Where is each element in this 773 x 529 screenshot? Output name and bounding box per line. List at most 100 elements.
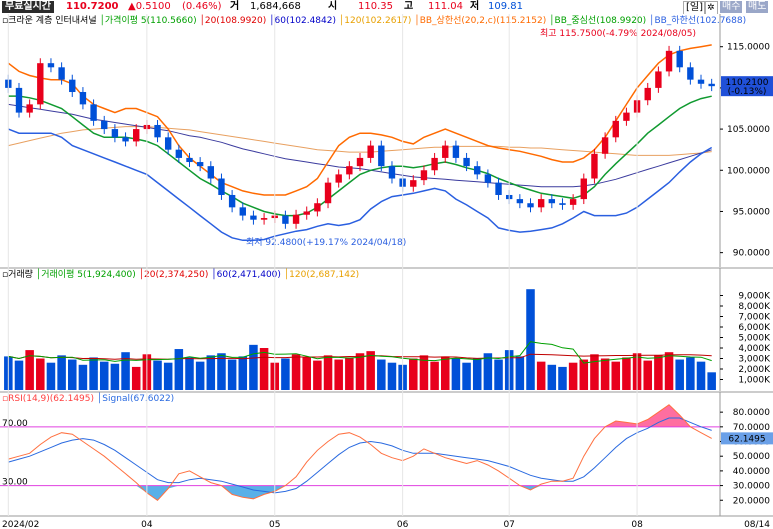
volume-legend-item: │120(2,687,142) [281, 268, 359, 280]
candle [164, 137, 172, 150]
volume-bar [195, 361, 205, 390]
candle [292, 214, 300, 224]
price-legend-item: │20(108.9920) [197, 14, 267, 26]
x-axis-date-label: 08/14 [744, 520, 770, 529]
volume-bar [185, 357, 194, 390]
candle [591, 153, 598, 179]
volume-tick-label: 8,000K [738, 302, 771, 312]
candle [612, 120, 619, 138]
x-tick-label: 06 [397, 520, 409, 529]
rsi-panel: 20.000030.000040.000050.000060.000070.00… [0, 391, 773, 516]
x-tick-label: 04 [141, 520, 153, 529]
volume-panel: 1,000K2,000K3,000K4,000K5,000K6,000K7,00… [0, 267, 773, 391]
rsi-level-label: 30.00 [2, 478, 28, 488]
bb-lower-line [8, 128, 713, 242]
volume-bar [345, 357, 354, 390]
candle [186, 157, 193, 163]
volume-bar [547, 364, 557, 390]
x-tick-label: 05 [269, 520, 280, 529]
candle [388, 166, 396, 179]
candle [47, 63, 55, 68]
candle [154, 124, 161, 138]
volume-bar [57, 355, 66, 390]
price-change-percent: (0.46%) [182, 1, 222, 12]
volume-bar [89, 357, 98, 390]
volume-bar [654, 355, 663, 390]
candle [314, 203, 321, 212]
volume-tick-label: 2,000K [738, 365, 771, 375]
volume-bar [419, 355, 429, 390]
rsi-line [8, 404, 712, 501]
candle [452, 145, 460, 158]
volume-bar [25, 350, 34, 390]
candle [378, 145, 385, 167]
rsi-overbought-fill [8, 404, 712, 427]
rsi-tick-label: 50.0000 [733, 452, 770, 462]
x-axis: 2024/02 04 05 06 07 08 08/14 [0, 14, 773, 529]
price-legend-item: │BB_상한선(20,2,c)(115.2152) [411, 14, 546, 26]
candle [101, 120, 108, 130]
volume-bar [110, 363, 120, 390]
volume-legend-item: │거래이평 5(1,924,400) [33, 268, 136, 280]
candle [601, 137, 609, 154]
volume-bar [334, 359, 343, 390]
open-label: 시 [328, 1, 338, 12]
price-tick-label: 100.0000 [727, 166, 770, 176]
rsi-tick-label: 20.0000 [733, 496, 770, 506]
candle [559, 203, 566, 205]
candle [580, 178, 587, 200]
candle [69, 79, 76, 93]
price-chart-title: ▫크라운 계층 인터내셔널 [2, 14, 97, 26]
quote-header-bar: 무료실시간 110.7200 ▲0.5100 (0.46%) 거 1,684,6… [0, 0, 773, 15]
volume-bar [313, 360, 322, 390]
volume-bar [377, 359, 386, 390]
volume-bar [131, 366, 141, 390]
volume-legend-item: │20(2,374,250) [136, 268, 209, 280]
candle [665, 50, 673, 72]
current-price: 110.7200 [66, 1, 119, 12]
candle [79, 92, 87, 105]
volume-bar [259, 348, 269, 390]
volume-bar [249, 344, 258, 390]
candle [15, 87, 23, 113]
volume-bar [387, 362, 397, 390]
current-price-box [721, 76, 773, 97]
candle [356, 157, 364, 167]
volume-bar [622, 357, 631, 390]
candle [175, 149, 183, 158]
volume-bar [281, 358, 290, 390]
volume-bar [558, 366, 567, 390]
volume-label: 거 [230, 1, 240, 12]
sell-button[interactable]: 매도 [746, 1, 769, 13]
volume-bar [526, 289, 535, 390]
volume-bar [121, 352, 130, 390]
current-price-label: 110.2100 [726, 78, 769, 88]
candle [26, 104, 33, 113]
volume-bar [664, 352, 674, 390]
volume-bar [174, 349, 184, 390]
candle [548, 199, 556, 204]
volume-ma5-line [8, 341, 712, 364]
realtime-mode-label[interactable]: 무료실시간 [2, 1, 54, 13]
volume-bar [643, 360, 652, 390]
x-tick-label: 2024/02 [2, 520, 39, 529]
volume-bar [515, 356, 525, 390]
candle [324, 182, 332, 204]
rsi-tick-label: 70.0000 [733, 423, 770, 433]
candle [367, 145, 374, 158]
candle [90, 104, 97, 121]
buy-button[interactable]: 매수 [720, 1, 743, 13]
volume-bar [323, 355, 333, 390]
price-legend-item: │BB_하한선(102.7688) [646, 14, 746, 26]
candle [697, 79, 705, 84]
candle [644, 87, 651, 101]
volume-bar [462, 362, 471, 390]
candle [37, 63, 44, 105]
volume-bar [483, 353, 493, 390]
candle [431, 157, 438, 171]
high-value: 111.04 [428, 1, 463, 12]
volume-bar [99, 361, 109, 390]
volume-bar [600, 358, 610, 390]
volume-bar [366, 351, 375, 390]
